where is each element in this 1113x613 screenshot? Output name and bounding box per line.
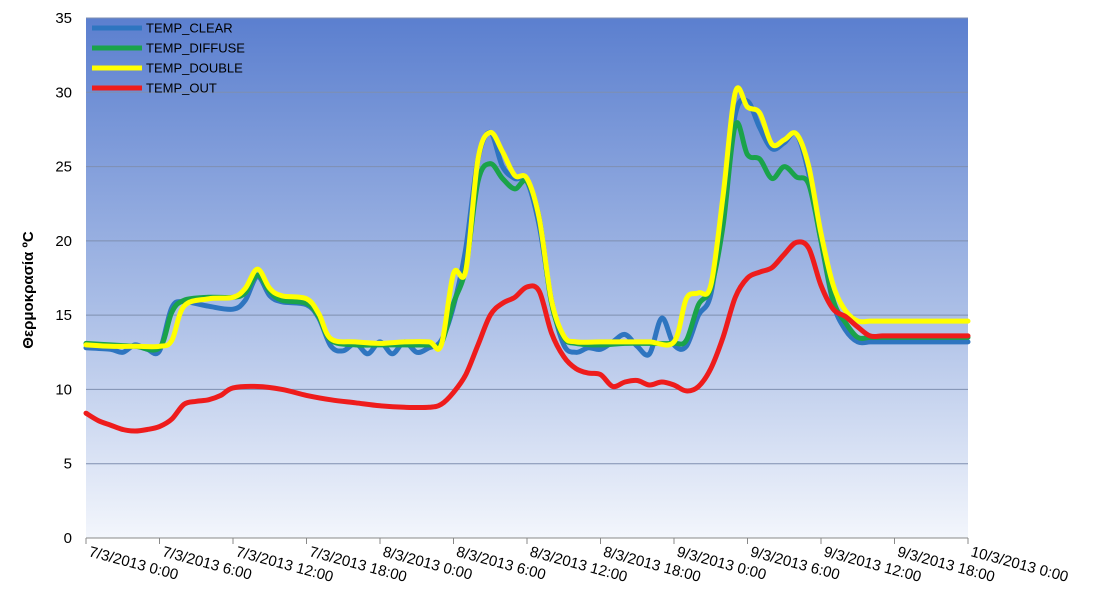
x-axis-ticks: 7/3/2013 0:007/3/2013 6:007/3/2013 12:00…: [85, 538, 1070, 586]
plot-area: [86, 18, 968, 538]
series-line-temp-double: [83, 85, 971, 352]
y-tick-label: 10: [55, 381, 72, 398]
y-tick-label: 0: [64, 530, 72, 547]
y-tick-label: 35: [55, 10, 72, 27]
y-tick-label: 5: [64, 456, 72, 473]
y-tick-label: 15: [55, 307, 72, 324]
y-tick-label: 30: [55, 84, 72, 101]
legend-label: TEMP_DIFFUSE: [146, 41, 245, 56]
y-tick-label: 25: [55, 159, 72, 176]
legend-label: TEMP_CLEAR: [146, 21, 233, 36]
y-axis-ticks: 0 5 10 15 20 25 30 35: [55, 10, 72, 547]
legend: TEMP_CLEAR TEMP_DIFFUSE TEMP_DOUBLE TEMP_OU…: [92, 21, 245, 96]
series-lines: [83, 85, 971, 434]
y-axis-label: Θερμοκρασία ºC: [20, 231, 37, 349]
series-line-temp-out: [83, 239, 971, 434]
legend-label: TEMP_DOUBLE: [146, 61, 243, 76]
legend-label: TEMP_OUT: [146, 81, 217, 96]
y-tick-label: 20: [55, 233, 72, 250]
